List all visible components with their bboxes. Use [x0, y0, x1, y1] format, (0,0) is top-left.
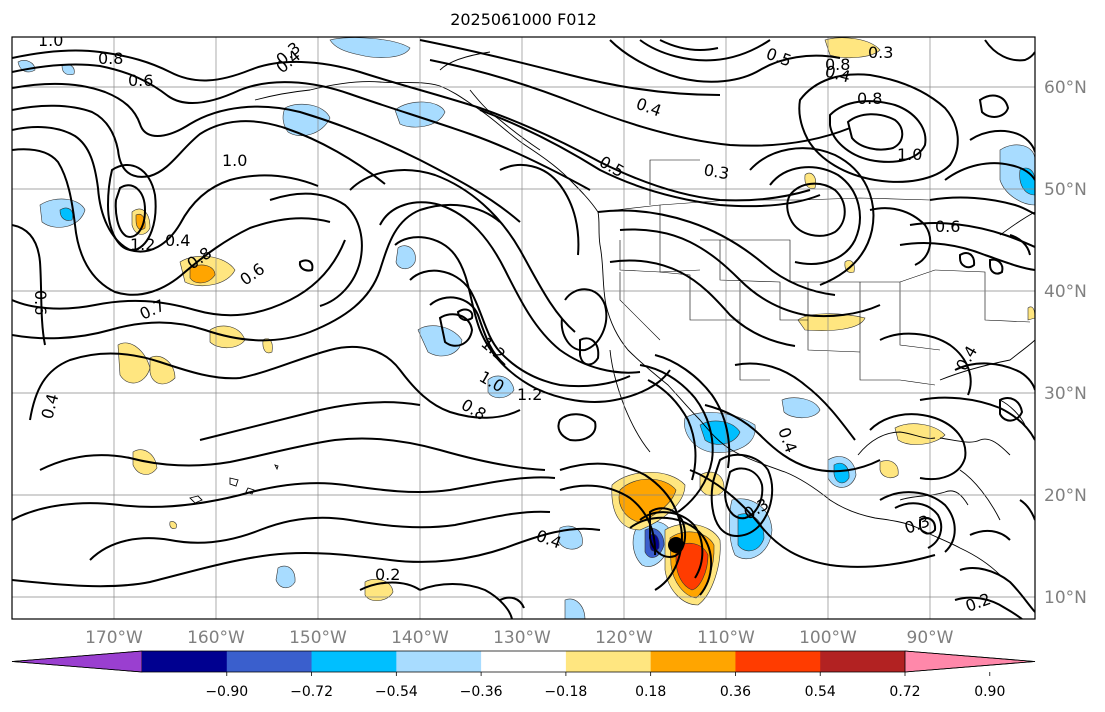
contour-label: 1.2 [517, 385, 542, 404]
contour-label: 0.6 [935, 217, 960, 236]
longitude-label: 170°W [85, 628, 143, 648]
storm-center-marker [668, 537, 684, 553]
longitude-label: 150°W [289, 628, 347, 648]
contour-label: 1.0 [897, 145, 922, 164]
map-frame [11, 36, 1036, 620]
colorbar-segment [396, 651, 482, 672]
colorbar-tick-label: −0.90 [205, 684, 248, 700]
colorbar-segment [481, 651, 567, 672]
latitude-labels: 60°N 50°N 40°N 30°N 20°N 10°N [1044, 78, 1087, 608]
contour-label: 0.3 [868, 43, 893, 62]
colorbar-segment [650, 651, 736, 672]
colorbar: −0.90 −0.72 −0.54 −0.36 −0.18 0.18 0.36 0.54 0.7… [11, 650, 1036, 700]
map-title: 2025061000 F012 [450, 10, 597, 29]
longitude-label: 160°W [187, 628, 245, 648]
map-area: 1.00.80.60.30.41.21.00.40.80.60.60.70.40… [12, 31, 1035, 619]
latitude-label: 50°N [1044, 180, 1087, 200]
latitude-label: 40°N [1044, 282, 1087, 302]
colorbar-tick-label: 0.90 [974, 684, 1005, 700]
latitude-label: 10°N [1044, 588, 1087, 608]
colorbar-tick-label: 0.36 [720, 684, 751, 700]
contour-label: 0.2 [375, 565, 400, 584]
colorbar-tick-label: 0.72 [889, 684, 920, 700]
longitude-labels: 170°W 160°W 150°W 140°W 130°W 120°W 110°W 100°W… [85, 628, 954, 648]
contour-label: 0.6 [128, 71, 153, 90]
contour-label: 0.8 [857, 89, 882, 108]
latitude-label: 30°N [1044, 384, 1087, 404]
colorbar-segment [565, 651, 652, 672]
colorbar-segment [735, 651, 821, 672]
colorbar-tick-label: −0.18 [544, 684, 587, 700]
colorbar-segment [311, 651, 397, 672]
contour-lines [12, 39, 1035, 619]
colorbar-segment [142, 651, 228, 672]
contour-label: 1.0 [38, 31, 63, 50]
contour-label: 0.3 [702, 160, 730, 183]
colorbar-segment [226, 651, 313, 672]
colorbar-arrow-low [11, 650, 143, 673]
longitude-label: 110°W [697, 628, 755, 648]
latitude-label: 60°N [1044, 78, 1087, 98]
colorbar-tick-label: 0.18 [635, 684, 666, 700]
longitude-label: 120°W [595, 628, 653, 648]
colorbar-tick-label: −0.36 [460, 684, 503, 700]
colorbar-outline [11, 650, 1036, 673]
colorbar-arrow-high [904, 650, 1036, 673]
coastlines [189, 51, 1035, 576]
longitude-label: 90°W [907, 628, 954, 648]
longitude-label: 100°W [799, 628, 857, 648]
contour-label: 0.4 [165, 231, 190, 250]
contour-label: 0.8 [98, 49, 123, 68]
longitude-label: 140°W [391, 628, 449, 648]
longitude-label: 130°W [493, 628, 551, 648]
contour-label: 0.8 [825, 55, 850, 74]
colorbar-tick-label: −0.72 [290, 684, 333, 700]
contour-label: 1.2 [130, 235, 155, 254]
colorbar-tick-label: 0.54 [805, 684, 836, 700]
contour-label: 1.0 [222, 151, 247, 170]
latitude-label: 20°N [1044, 486, 1087, 506]
colorbar-tick-label: −0.54 [375, 684, 418, 700]
colorbar-segment [820, 651, 906, 672]
contour-label: 0.6 [31, 290, 50, 315]
